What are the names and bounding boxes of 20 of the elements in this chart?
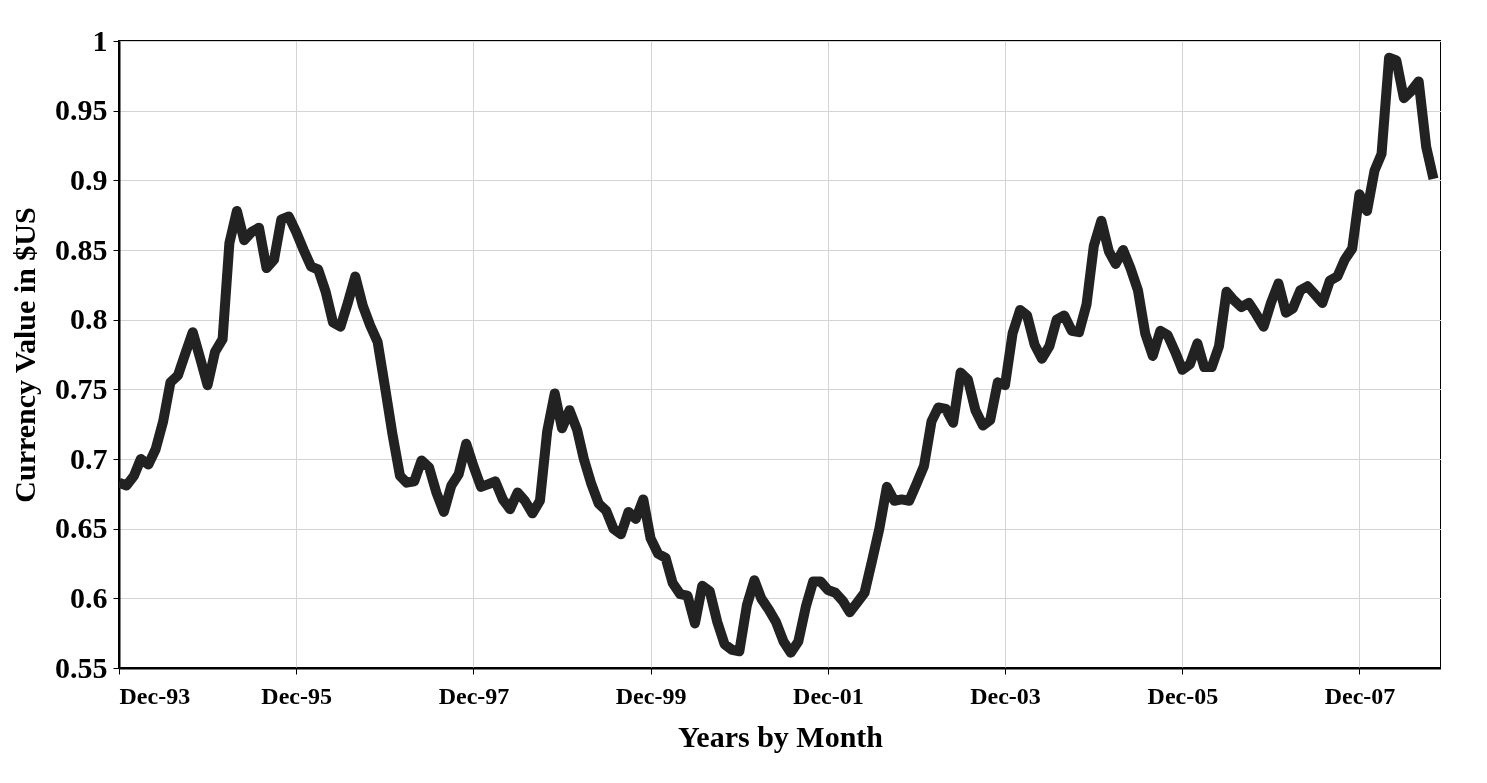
y-tick-label: 1 (92, 23, 108, 57)
y-tick-label: 0.85 (55, 232, 108, 266)
x-tick-label: Dec-95 (261, 682, 332, 709)
x-tick-label: Dec-97 (438, 682, 510, 709)
x-axis-title: Years by Month (677, 719, 884, 753)
x-tick-label: Dec-93 (119, 682, 191, 709)
x-tick-label: Dec-01 (793, 682, 864, 709)
x-tick-label: Dec-07 (1324, 682, 1396, 709)
y-tick-label: 0.95 (55, 93, 108, 127)
x-tick-label: Dec-05 (1147, 682, 1219, 709)
y-tick-label: 0.55 (55, 650, 108, 684)
y-tick-label: 0.7 (70, 441, 108, 475)
y-tick-label: 0.6 (70, 580, 108, 614)
y-tick-label: 0.8 (70, 302, 108, 336)
y-tick-label: 0.9 (70, 162, 108, 196)
x-tick-label: Dec-99 (615, 682, 687, 709)
x-tick-label: Dec-03 (970, 682, 1041, 709)
y-axis-title: Currency Value in $US (8, 207, 41, 503)
y-tick-label: 0.65 (55, 511, 108, 545)
y-tick-label: 0.75 (55, 371, 108, 405)
